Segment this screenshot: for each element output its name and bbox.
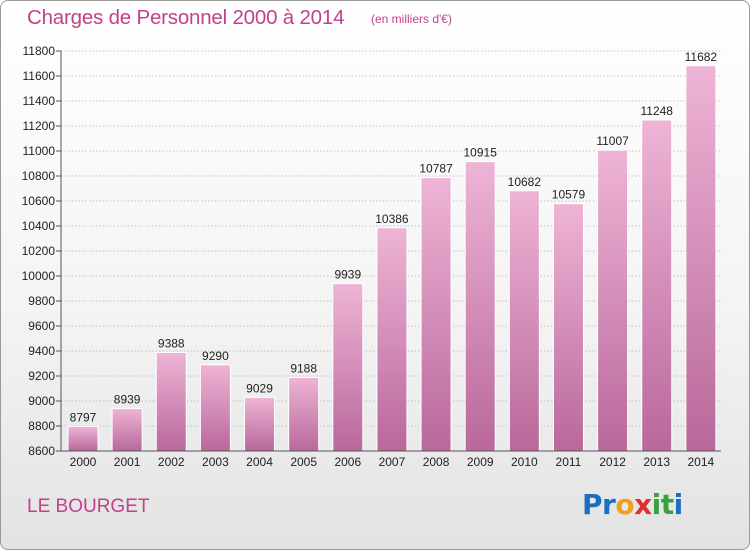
data-label: 10386 bbox=[375, 212, 409, 226]
logo-letter: i bbox=[651, 488, 662, 521]
x-tick-label: 2004 bbox=[246, 455, 273, 469]
bar[interactable] bbox=[199, 364, 231, 452]
data-label: 10787 bbox=[419, 162, 453, 176]
x-tick-label: 2010 bbox=[511, 455, 538, 469]
x-tick-label: 2001 bbox=[114, 455, 141, 469]
y-tick-label: 11000 bbox=[23, 144, 56, 158]
bar[interactable] bbox=[597, 149, 629, 452]
data-label: 9290 bbox=[202, 349, 229, 363]
data-label: 11682 bbox=[685, 50, 718, 64]
x-tick-label: 2008 bbox=[423, 455, 450, 469]
bar[interactable] bbox=[244, 396, 276, 452]
bar[interactable] bbox=[464, 161, 496, 452]
labels: 8600 8800 9000 9200 9400 9600 9800 10000 10200 10… bbox=[22, 44, 718, 469]
bar[interactable] bbox=[376, 227, 408, 452]
x-tick-label: 2012 bbox=[599, 455, 626, 469]
bar[interactable] bbox=[552, 203, 584, 452]
y-tick-label: 11200 bbox=[23, 119, 56, 133]
bar[interactable] bbox=[641, 119, 673, 452]
bar[interactable] bbox=[288, 377, 320, 452]
x-tick-label: 2013 bbox=[643, 455, 670, 469]
logo-letter: i bbox=[673, 488, 684, 521]
bar[interactable] bbox=[155, 352, 187, 452]
bar[interactable] bbox=[67, 425, 99, 452]
data-label: 8939 bbox=[114, 393, 141, 407]
x-tick-label: 2003 bbox=[202, 455, 229, 469]
y-tick-label: 11600 bbox=[23, 69, 56, 83]
x-tick-label: 2007 bbox=[379, 455, 406, 469]
logo-letter: o bbox=[615, 488, 635, 521]
place-name: LE BOURGET bbox=[27, 496, 150, 517]
bar[interactable] bbox=[111, 408, 143, 452]
x-tick-label: 2002 bbox=[158, 455, 185, 469]
data-label: 9388 bbox=[158, 337, 185, 351]
x-tick-label: 2005 bbox=[290, 455, 317, 469]
y-tick-label: 11400 bbox=[23, 94, 56, 108]
data-label: 11007 bbox=[596, 134, 629, 148]
bars bbox=[67, 65, 717, 452]
bar[interactable] bbox=[420, 177, 452, 452]
data-label: 11248 bbox=[640, 104, 673, 118]
data-label: 10579 bbox=[552, 188, 586, 202]
bar[interactable] bbox=[508, 190, 540, 452]
y-tick-label: 9400 bbox=[28, 344, 55, 358]
chart-subtitle: (en milliers d'€) bbox=[371, 12, 452, 26]
x-tick-label: 2011 bbox=[556, 455, 582, 469]
x-tick-label: 2009 bbox=[467, 455, 494, 469]
chart-title: Charges de Personnel 2000 à 2014 bbox=[27, 6, 345, 29]
data-label: 8797 bbox=[70, 410, 97, 424]
y-tick-label: 9600 bbox=[28, 319, 55, 333]
x-tick-label: 2014 bbox=[688, 455, 715, 469]
y-tick-label: 10000 bbox=[22, 269, 56, 283]
data-label: 10682 bbox=[508, 175, 542, 189]
data-label: 9029 bbox=[246, 381, 273, 395]
y-tick-label: 9800 bbox=[28, 294, 55, 308]
bar[interactable] bbox=[332, 283, 364, 452]
axes bbox=[56, 50, 721, 452]
data-label: 10915 bbox=[464, 146, 498, 160]
y-tick-label: 10600 bbox=[22, 194, 56, 208]
data-label: 9188 bbox=[290, 362, 317, 376]
y-tick-label: 10200 bbox=[22, 244, 56, 258]
bar[interactable] bbox=[685, 65, 717, 452]
y-tick-label: 10400 bbox=[22, 219, 56, 233]
logo-letter: P bbox=[582, 488, 603, 521]
y-tick-label: 9200 bbox=[28, 369, 55, 383]
logo-letter: r bbox=[602, 488, 616, 521]
y-tick-label: 11800 bbox=[23, 44, 56, 58]
logo-letter: t bbox=[660, 488, 674, 521]
y-tick-label: 10800 bbox=[22, 169, 56, 183]
proxiti-logo[interactable]: Proxiti bbox=[582, 488, 683, 521]
x-tick-label: 2000 bbox=[70, 455, 97, 469]
y-tick-label: 9000 bbox=[28, 394, 55, 408]
y-tick-label: 8800 bbox=[28, 419, 55, 433]
logo-letter: x bbox=[634, 488, 652, 521]
x-tick-label: 2006 bbox=[334, 455, 361, 469]
y-tick-label: 8600 bbox=[28, 444, 55, 458]
data-label: 9939 bbox=[334, 268, 361, 282]
